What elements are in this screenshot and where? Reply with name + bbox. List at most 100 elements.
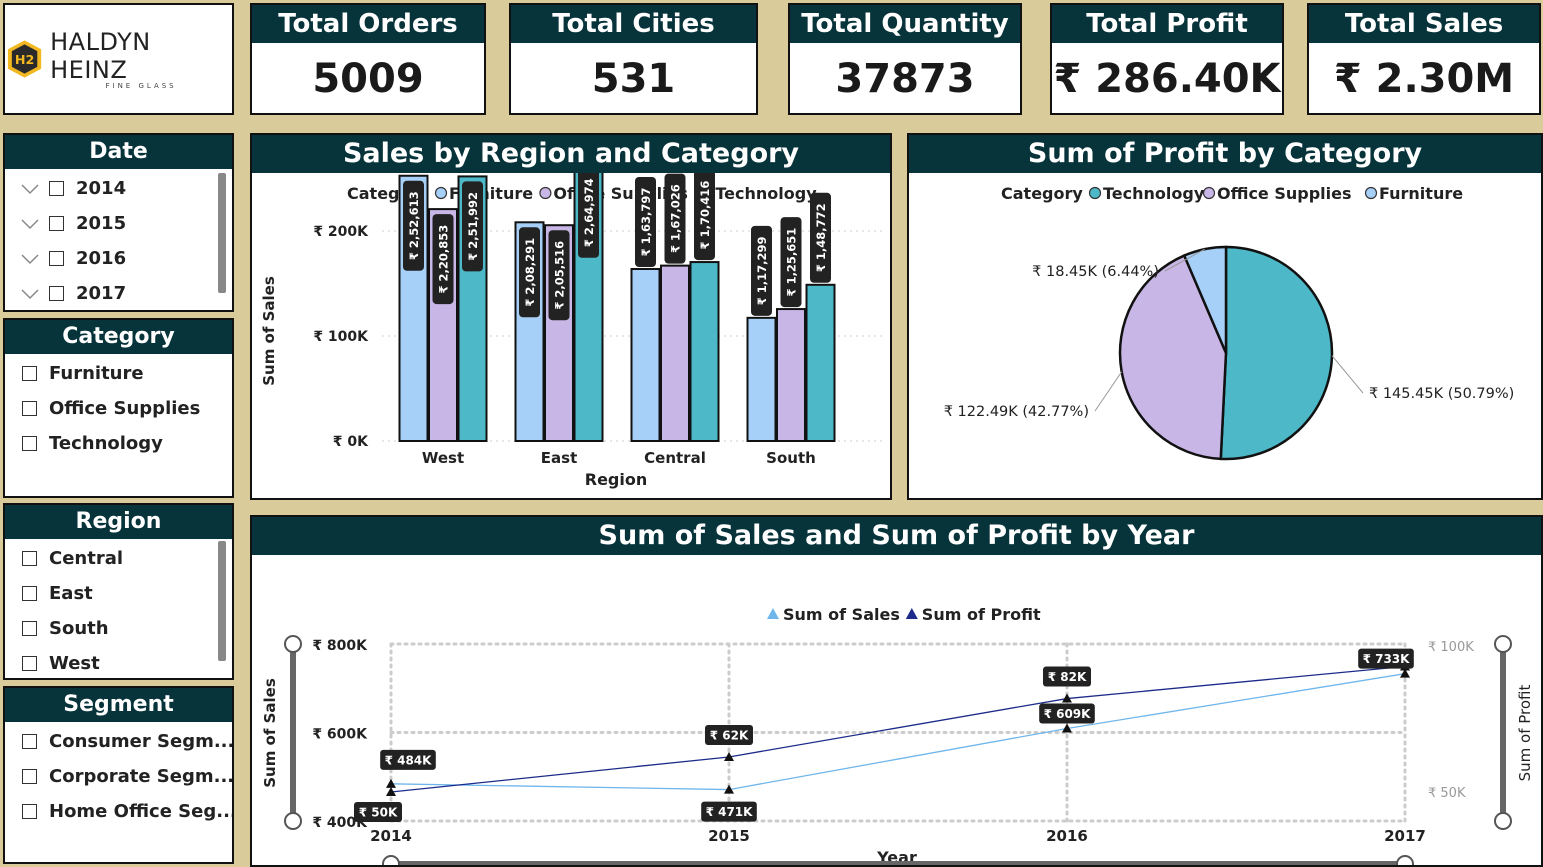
checkbox[interactable]: [22, 366, 37, 381]
legend-entry: Furniture: [1379, 184, 1463, 203]
pie-slice[interactable]: [1118, 253, 1228, 461]
kpi-value: ₹ 2.30M: [1333, 56, 1515, 102]
checkbox[interactable]: [49, 181, 64, 196]
data-label: ₹ 484K: [380, 749, 436, 770]
region-item-south[interactable]: South: [22, 611, 232, 646]
checkbox[interactable]: [49, 216, 64, 231]
data-label-text: ₹ 609K: [1044, 707, 1092, 721]
segment-item-home-office[interactable]: Home Office Seg...: [22, 794, 232, 829]
kpi-label: Total Cities: [511, 5, 756, 43]
legend-marker: [539, 186, 552, 200]
kpi-value: 5009: [312, 56, 424, 102]
leader-line: [1094, 371, 1123, 412]
region-item-west[interactable]: West: [22, 646, 232, 678]
checkbox[interactable]: [22, 656, 37, 671]
data-label: ₹ 1,25,651: [780, 217, 802, 308]
data-label: ₹ 1,67,026: [664, 173, 686, 264]
profit-line[interactable]: [390, 665, 1406, 793]
segment-item-corporate[interactable]: Corporate Segm...: [22, 759, 232, 794]
checkbox[interactable]: [49, 286, 64, 301]
date-item-2016[interactable]: 2016: [5, 241, 232, 276]
y2-tick-label: ₹ 50K: [1428, 786, 1466, 801]
data-label-box: [1039, 703, 1095, 724]
bar[interactable]: [689, 261, 720, 442]
profit-point[interactable]: [724, 751, 734, 761]
sales-point[interactable]: [1400, 668, 1410, 678]
category-item-technology[interactable]: Technology: [22, 426, 232, 461]
scrollbar[interactable]: [218, 173, 226, 293]
slice-label: ₹ 18.45K (6.44%): [1032, 264, 1159, 280]
checkbox[interactable]: [22, 769, 37, 784]
data-label-box: [403, 180, 424, 271]
slicer-item-label: 2016: [76, 248, 127, 269]
bar[interactable]: [630, 268, 661, 442]
data-label-text: ₹ 1,63,797: [639, 188, 653, 257]
category-item-office-supplies[interactable]: Office Supplies: [22, 391, 232, 426]
x-zoom-handle-left[interactable]: [382, 855, 400, 867]
sales-point[interactable]: [724, 784, 734, 794]
y2-zoom-handle-bottom[interactable]: [1494, 812, 1512, 830]
scrollbar[interactable]: [218, 541, 226, 661]
slice-label: ₹ 145.45K (50.79%): [1369, 386, 1514, 402]
bar[interactable]: [660, 264, 690, 443]
data-label: ₹ 2,64,974: [578, 167, 599, 258]
line-chart-svg: Sum of Sales Sum of Profit₹ 400K₹ 600K₹ 8…: [261, 605, 1534, 867]
y2-zoom-handle-top[interactable]: [1494, 635, 1512, 653]
y-tick-label: ₹ 0K: [333, 434, 369, 450]
chart-title: Sales by Region and Category: [252, 135, 890, 173]
segment-item-consumer[interactable]: Consumer Segm...: [22, 724, 232, 759]
data-label: ₹ 1,70,416: [694, 170, 715, 261]
data-label: ₹ 2,08,291: [519, 227, 540, 318]
x-tick-label: 2017: [1384, 827, 1426, 845]
data-label: ₹ 50K: [354, 802, 402, 822]
sales-by-region-chart: Sales by Region and Category Category Fur…: [250, 133, 892, 500]
kpi-total-cities: Total Cities 531: [509, 3, 758, 115]
chevron-down-icon[interactable]: [19, 283, 41, 305]
checkbox[interactable]: [22, 621, 37, 636]
bar[interactable]: [746, 316, 777, 442]
data-label-box: [1043, 666, 1091, 687]
x-zoom-handle-right[interactable]: [1396, 855, 1414, 867]
data-label: ₹ 2,20,853: [432, 214, 454, 305]
profit-point[interactable]: [1062, 693, 1072, 703]
sales-point[interactable]: [1062, 723, 1072, 733]
pie-slice[interactable]: [1219, 245, 1334, 461]
y-zoom-handle-bottom[interactable]: [284, 812, 302, 830]
data-label-box: [519, 227, 540, 318]
profit-point[interactable]: [386, 787, 396, 796]
bar[interactable]: [776, 308, 806, 442]
checkbox[interactable]: [22, 734, 37, 749]
checkbox[interactable]: [49, 251, 64, 266]
slicer-item-label: 2017: [76, 283, 127, 304]
region-item-central[interactable]: Central: [22, 541, 232, 576]
data-label: ₹ 1,48,772: [810, 192, 831, 283]
date-item-2017[interactable]: 2017: [5, 276, 232, 310]
date-item-2015[interactable]: 2015: [5, 206, 232, 241]
checkbox[interactable]: [22, 436, 37, 451]
checkbox[interactable]: [22, 551, 37, 566]
data-label-text: ₹ 471K: [706, 805, 754, 819]
data-label-box: [694, 170, 715, 261]
chevron-down-icon[interactable]: [19, 178, 41, 200]
slicer-item-label: Home Office Seg...: [49, 801, 234, 822]
kpi-total-orders: Total Orders 5009: [250, 3, 486, 115]
data-label: ₹ 2,51,992: [462, 181, 483, 272]
data-label: ₹ 1,17,299: [751, 225, 772, 316]
checkbox[interactable]: [22, 401, 37, 416]
y-zoom-handle-top[interactable]: [284, 635, 302, 653]
sales-point[interactable]: [386, 778, 396, 788]
data-label-box: [635, 177, 656, 268]
logo-badge: H2: [15, 52, 34, 67]
category-item-furniture[interactable]: Furniture: [22, 356, 232, 391]
x-axis-label: Year: [876, 848, 917, 867]
data-label-box: [354, 802, 402, 822]
checkbox[interactable]: [22, 804, 37, 819]
bar[interactable]: [805, 283, 836, 442]
chevron-down-icon[interactable]: [19, 213, 41, 235]
date-item-2014[interactable]: 2014: [5, 171, 232, 206]
data-label-text: ₹ 2,51,992: [466, 192, 480, 261]
sales-line[interactable]: [390, 673, 1406, 791]
chevron-down-icon[interactable]: [19, 248, 41, 270]
checkbox[interactable]: [22, 586, 37, 601]
region-item-east[interactable]: East: [22, 576, 232, 611]
